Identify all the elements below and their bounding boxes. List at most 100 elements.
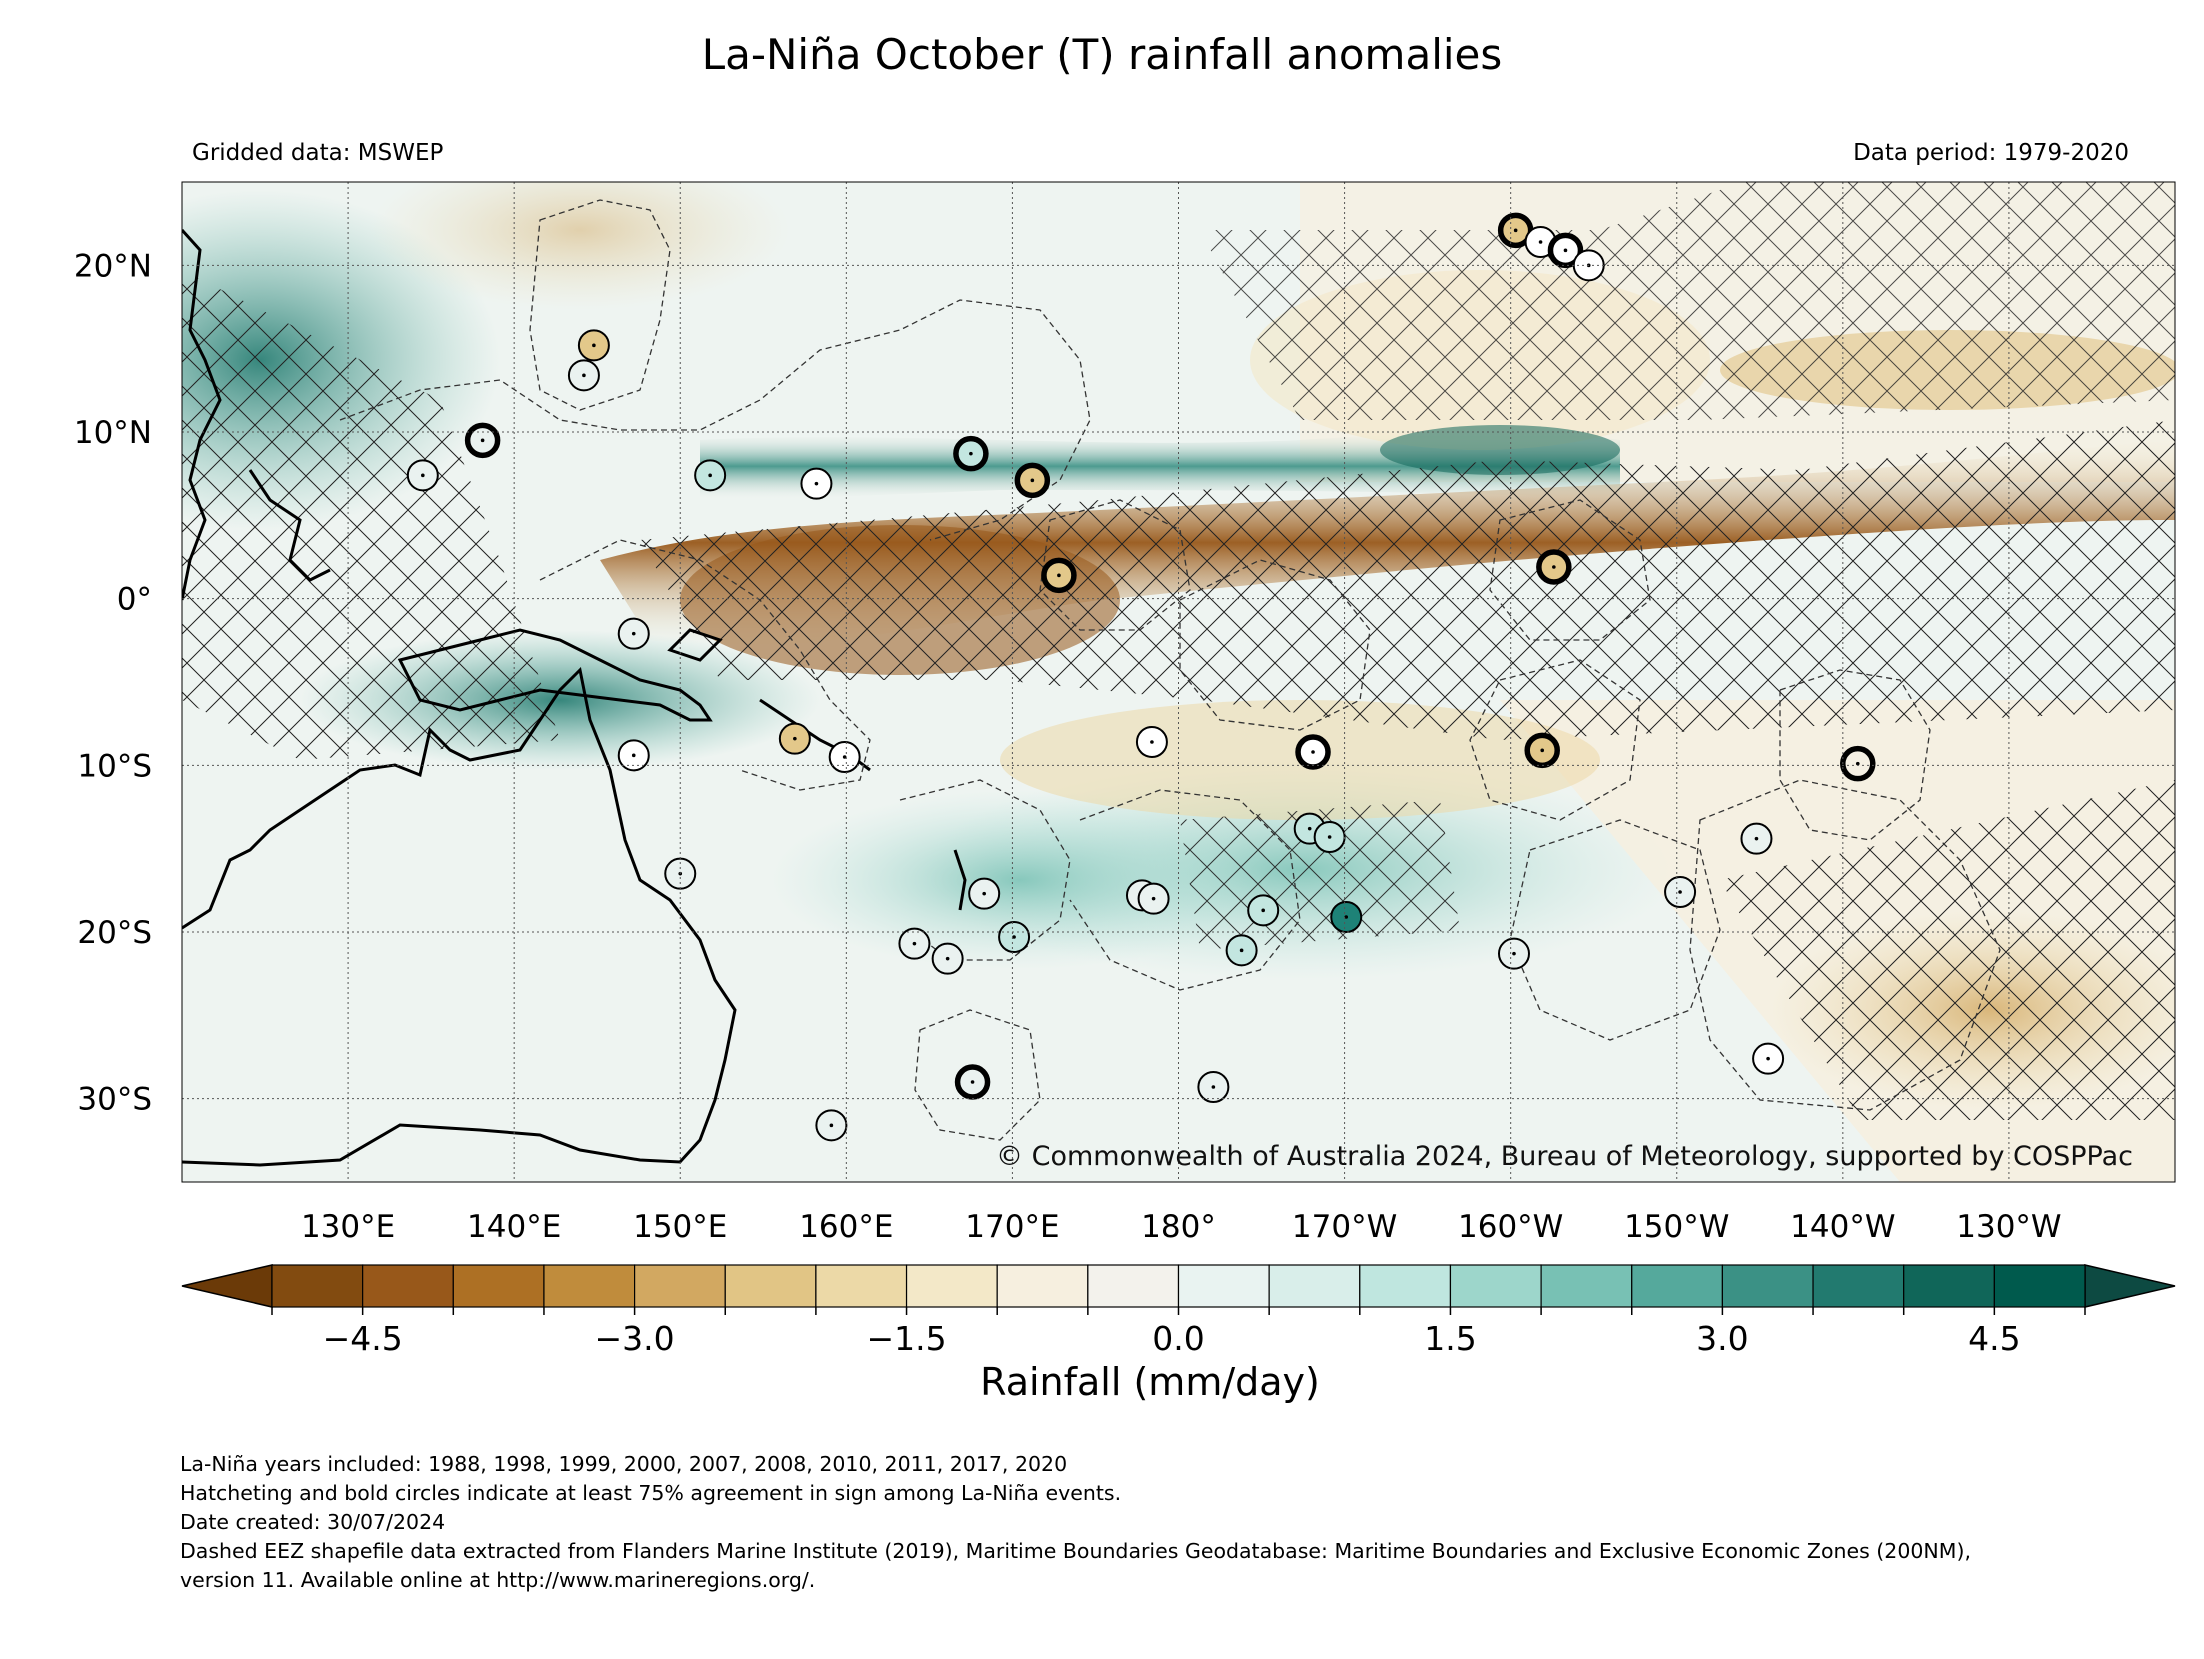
- gridded-data-label: Gridded data: MSWEP: [192, 140, 444, 166]
- island-dot: [1239, 948, 1244, 953]
- island-dot: [1678, 890, 1682, 894]
- graticule: [182, 182, 2175, 1182]
- lon-tick-label: 170°W: [1292, 1209, 1397, 1245]
- colorbar-over-arrow: [2084, 1264, 2176, 1308]
- colorbar-tick-label: −3.0: [595, 1319, 675, 1358]
- lat-tick-label: 10°N: [74, 415, 152, 451]
- colorbar-tick-label: −1.5: [866, 1319, 946, 1358]
- island-dot: [945, 956, 950, 961]
- lon-tick-label: 180°: [1141, 1209, 1216, 1245]
- lon-tick-label: 160°E: [799, 1209, 893, 1245]
- eez-marianas: [529, 199, 671, 411]
- eez-french-polynesia: [1689, 779, 2001, 1111]
- colorbar-segment: [996, 1264, 1089, 1308]
- island-dot: [708, 473, 712, 478]
- colorbar-tick-label: 3.0: [1696, 1319, 1748, 1358]
- colorbar-segment: [1903, 1264, 1995, 1308]
- colorbar-segment: [1359, 1264, 1452, 1308]
- island-dot: [421, 473, 425, 478]
- island-dot: [1057, 573, 1061, 578]
- hatch-region-north: [1200, 182, 2175, 420]
- colorbar-segment: [1449, 1264, 1542, 1308]
- island-dot: [1311, 750, 1315, 754]
- lat-tick-label: 10°S: [77, 748, 152, 784]
- latitude-labels: 20°N 10°N 0° 10°S 20°S 30°S: [74, 248, 152, 1117]
- colorbar-segment: [271, 1264, 364, 1308]
- island-dot: [1563, 248, 1568, 253]
- wet-region-vanuatu: [770, 790, 1270, 970]
- lon-tick-label: 150°W: [1624, 1209, 1729, 1245]
- eez-png: [539, 539, 871, 791]
- island-dot: [1344, 915, 1349, 919]
- hatch-region-west: [182, 270, 560, 760]
- island-dot: [1552, 565, 1556, 569]
- colorbar-label: Rainfall (mm/day): [980, 1360, 1320, 1404]
- island-dot: [842, 755, 847, 759]
- data-period-label: Data period: 1979-2020: [1853, 140, 2129, 166]
- island-dot: [1513, 228, 1518, 233]
- map-title: La-Niña October (T) rainfall anomalies: [701, 30, 1503, 79]
- colorbar: −4.5 −3.0 −1.5 0.0 1.5 3.0 4.5: [181, 1264, 2176, 1358]
- asia-coastline: [182, 228, 222, 601]
- island-dot: [970, 1080, 975, 1084]
- lon-tick-label: 130°W: [1956, 1209, 2061, 1245]
- lon-tick-label: 140°E: [467, 1209, 561, 1245]
- new-guinea-coastline: [397, 628, 713, 722]
- lon-tick-label: 130°E: [301, 1209, 395, 1245]
- island-dot: [480, 438, 485, 443]
- colorbar-under-arrow: [181, 1264, 273, 1308]
- dry-region-marianas: [370, 182, 790, 310]
- colorbar-tick-label: −4.5: [323, 1319, 403, 1358]
- coastlines: [182, 228, 967, 1167]
- new-britain-coastline: [667, 628, 723, 662]
- island-dot: [1512, 951, 1516, 956]
- colorbar-segment: [1721, 1264, 1814, 1308]
- lat-tick-label: 0°: [117, 582, 152, 618]
- colorbar-segment: [1268, 1264, 1361, 1308]
- lon-tick-label: 150°E: [633, 1209, 727, 1245]
- island-dot: [982, 891, 986, 896]
- colorbar-segment: [1540, 1264, 1633, 1308]
- island-dot: [829, 1123, 834, 1128]
- eez-nauru: [1039, 499, 1191, 631]
- footnote-la-nina-years: La-Niña years included: 1988, 1998, 1999…: [180, 1452, 1068, 1476]
- colorbar-tick-label: 4.5: [1968, 1319, 2020, 1358]
- island-dot: [631, 631, 636, 636]
- island-dot: [1327, 835, 1332, 839]
- australia-coastline: [182, 666, 737, 1167]
- eez-tokelau: [1469, 659, 1641, 821]
- map-field: © Commonwealth of Australia 2024, Bureau…: [182, 182, 2175, 1182]
- colorbar-segment: [1087, 1264, 1180, 1308]
- longitude-labels: 130°E 140°E 150°E 160°E 170°E 180° 170°W 160°W 1…: [301, 1209, 2062, 1245]
- island-dot: [1012, 935, 1016, 939]
- footnote-date-created: Date created: 30/07/2024: [180, 1510, 446, 1534]
- hatch-region-equatorial: [640, 420, 2175, 740]
- colorbar-segment: [543, 1264, 636, 1308]
- colorbar-segment: [1177, 1264, 1270, 1308]
- lat-tick-label: 20°S: [77, 915, 152, 951]
- lat-tick-label: 30°S: [77, 1082, 152, 1118]
- island-dot: [1307, 826, 1312, 831]
- colorbar-segment: [1631, 1264, 1724, 1308]
- island-dot: [1538, 240, 1543, 244]
- colorbar-segment: [362, 1264, 454, 1308]
- island-dot: [582, 373, 586, 378]
- island-dot: [1030, 478, 1035, 483]
- colorbar-segment: [724, 1264, 817, 1308]
- eez-phoenix: [1489, 499, 1651, 641]
- footnotes: La-Niña years included: 1988, 1998, 1999…: [180, 1450, 2140, 1595]
- colorbar-segment: [452, 1264, 545, 1308]
- island-stations: [406, 212, 1876, 1142]
- indonesia-coastline: [248, 469, 331, 582]
- agreement-hatching: [182, 182, 2175, 1120]
- lon-tick-label: 160°W: [1458, 1209, 1563, 1245]
- island-dot: [1754, 836, 1759, 841]
- island-dot: [912, 941, 917, 946]
- island-dot: [814, 481, 819, 486]
- copyright-notice: © Commonwealth of Australia 2024, Bureau…: [996, 1141, 2133, 1172]
- lat-tick-label: 20°N: [74, 248, 152, 284]
- island-dot: [793, 736, 797, 741]
- lon-tick-label: 140°W: [1790, 1209, 1895, 1245]
- footnote-eez-source: Dashed EEZ shapefile data extracted from…: [180, 1539, 1971, 1563]
